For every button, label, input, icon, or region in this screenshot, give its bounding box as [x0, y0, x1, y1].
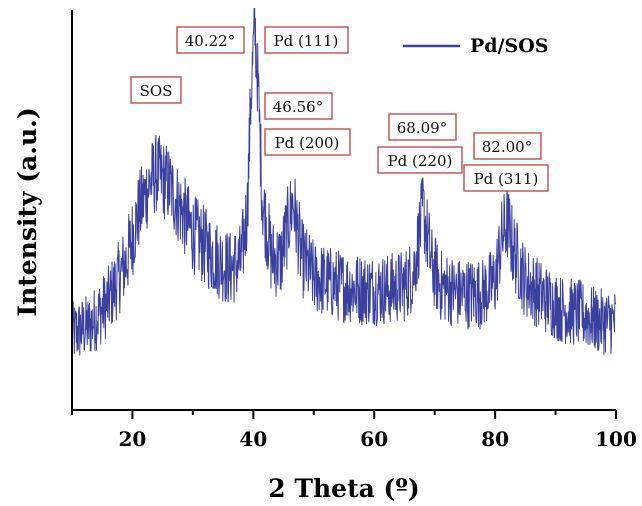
x-tick-label: 40 [239, 427, 267, 451]
annotation-box [130, 76, 182, 104]
annotation-label: 68.09° [397, 119, 447, 137]
annotation-label: Pd (220) [388, 152, 453, 170]
x-ticks [71, 410, 617, 419]
x-tick-label: 20 [119, 427, 147, 451]
annotation-label: Pd (311) [474, 170, 539, 188]
annotation-box [264, 26, 349, 54]
y-axis-title: Intensity (a.u.) [13, 107, 42, 316]
annotation-box [463, 164, 549, 192]
annotation-sos: SOS [130, 76, 182, 104]
annotation-box [176, 26, 245, 54]
annotation-box [473, 132, 542, 160]
annotation-label: SOS [140, 82, 173, 100]
series-line-pd-sos [72, 8, 616, 356]
annotation-box [388, 113, 457, 141]
annotation-box [377, 146, 463, 174]
annotation-label: 46.56° [273, 98, 323, 116]
annotation-label: Pd (111) [274, 32, 339, 50]
annotation-box [264, 92, 333, 120]
legend: Pd/SOS [403, 35, 549, 57]
annotation-pd220: 68.09° Pd (220) [377, 113, 463, 174]
annotation-box [264, 128, 351, 156]
legend-label: Pd/SOS [470, 35, 549, 57]
x-tick-label: 80 [481, 427, 509, 451]
annotation-label: 40.22° [185, 32, 235, 50]
x-axis-title: 2 Theta (º) [268, 474, 419, 503]
x-tick-label: 60 [360, 427, 388, 451]
x-tick-labels: 20 40 60 80 100 [119, 427, 637, 451]
annotation-pd311: 82.00° Pd (311) [463, 132, 549, 192]
annotation-pd111: 40.22° Pd (111) [176, 26, 349, 54]
annotation-label: 82.00° [482, 138, 532, 156]
annotation-pd200: 46.56° Pd (200) [264, 92, 351, 156]
x-tick-label: 100 [595, 427, 637, 451]
annotation-label: Pd (200) [275, 134, 340, 152]
